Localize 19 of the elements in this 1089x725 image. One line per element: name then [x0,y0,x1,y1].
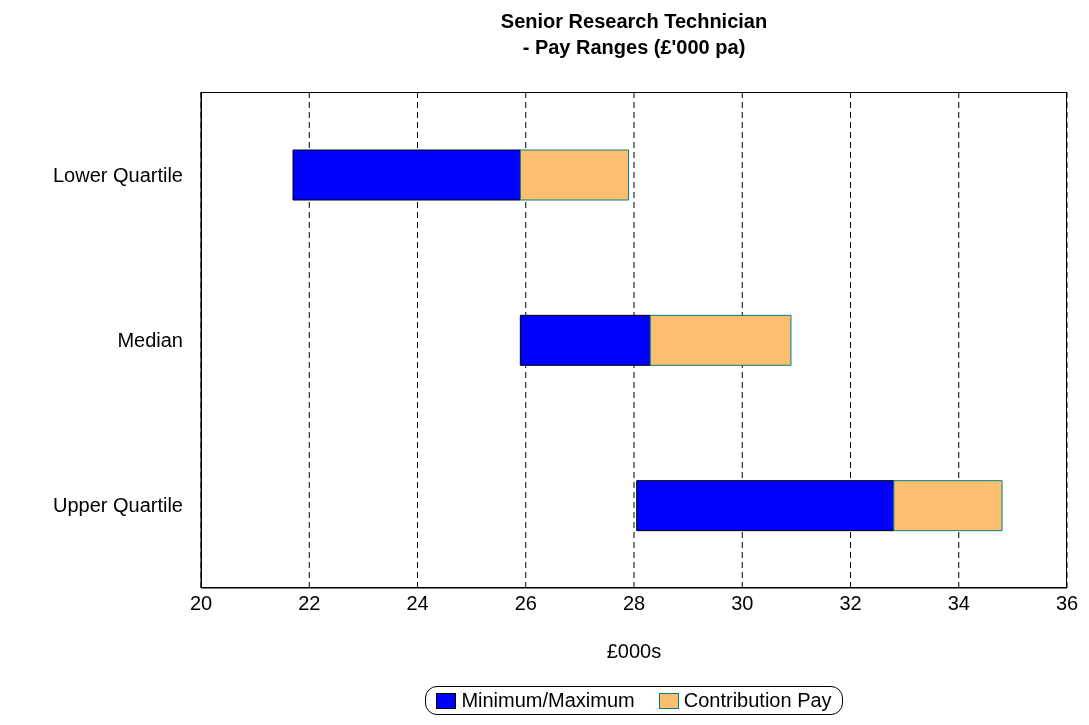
bar [893,480,1003,532]
x-tick-label: 36 [1055,592,1079,615]
bar [519,149,630,201]
legend-label: Minimum/Maximum [461,689,635,712]
chart-title: Senior Research Technician - Pay Ranges (£'000 pa) [499,9,769,60]
x-tick-label: 34 [947,592,970,615]
y-tick-label: Lower Quartile [52,163,183,186]
x-tick-label: 24 [406,592,429,615]
x-tick-label: 32 [839,592,862,615]
x-tick-label: 20 [189,592,213,615]
x-axis-title: £000s [606,640,662,662]
x-tick-label: 26 [514,592,537,615]
y-tick-label: Median [117,329,183,352]
x-tick-label: 30 [731,592,754,615]
y-tick-label: Upper Quartile [52,494,183,517]
x-tick-label: 28 [622,592,646,615]
legend-label: Contribution Pay [683,689,832,712]
bar [649,314,792,366]
x-tick-label: 22 [298,592,321,615]
